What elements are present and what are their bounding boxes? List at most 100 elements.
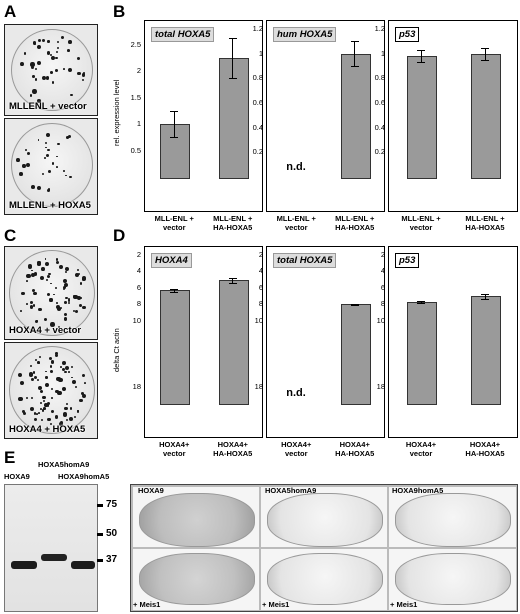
y-tick-label: 10 (376, 315, 385, 325)
colony-dot (62, 368, 66, 372)
colony-dot (55, 354, 59, 358)
colony-dot (40, 419, 43, 422)
colony-dot (44, 262, 49, 267)
colony-dot (37, 45, 41, 50)
y-tick-label: 4 (258, 266, 263, 276)
colony-dot (40, 389, 44, 393)
chart-tag: total HOXA5 (151, 27, 215, 42)
chart-tag: p53 (395, 27, 420, 42)
mw-marker: 50 (106, 528, 118, 539)
colony-dot (68, 301, 71, 304)
error-cap (350, 305, 359, 307)
colony-dot (63, 279, 67, 284)
x-category-label: MLL-ENL + vector (401, 214, 441, 232)
colony-dot (59, 421, 64, 426)
colony-dot (66, 418, 69, 421)
blot-band (41, 554, 67, 561)
dish-empty (395, 553, 511, 605)
error-cap (170, 137, 179, 139)
blot-lane-label: HOXA9homA5 (58, 472, 110, 481)
colony-dot (41, 172, 44, 175)
x-category-label: MLL-ENL + HA-HOXA5 (335, 214, 375, 232)
colony-dot (34, 78, 38, 82)
colony-dot (46, 50, 51, 55)
colony-dot (69, 175, 73, 179)
colony-dot (46, 292, 50, 296)
colony-dot (31, 288, 35, 292)
colony-dot (16, 157, 20, 162)
colony-dot (82, 73, 86, 77)
photo-label: MLLENL + HOXA5 (9, 200, 91, 211)
y-tick-label: 0.8 (252, 73, 263, 83)
colony-dot (80, 392, 84, 395)
colony-dot (33, 271, 38, 276)
colony-dot (50, 322, 55, 327)
y-tick-label: 4 (136, 266, 141, 276)
marker-tick (97, 533, 103, 536)
colony-dot (51, 397, 53, 400)
colony-dot (37, 139, 40, 141)
colony-dot (64, 366, 69, 371)
colony-dot (58, 264, 64, 269)
colony-dot (51, 162, 55, 165)
colony-dot (22, 164, 26, 168)
colony-dot (56, 40, 59, 44)
colony-dot (32, 75, 36, 78)
blot-band (11, 561, 37, 569)
colony-dot (82, 394, 87, 399)
colony-plate-mllenl-hoxa5: MLLENL + HOXA5 (4, 118, 98, 215)
colony-dot (67, 297, 71, 301)
y-tick-label: 0.8 (374, 73, 385, 83)
colony-dot (55, 258, 59, 261)
colony-dot (50, 282, 52, 285)
dish-bottom-label: + Meis1 (133, 600, 161, 609)
colony-dot (57, 143, 60, 146)
colony-dot (47, 188, 51, 191)
colony-dot (43, 318, 47, 322)
chart-p53-d: p53 2 4 6 8 10 18 HOXA4+ vector HOXA4+ HA-HOXA5 (377, 246, 518, 458)
colony-dot (72, 379, 77, 384)
colony-dot (25, 163, 31, 168)
colony-dot (42, 396, 46, 400)
y-tick-label: 6 (380, 282, 385, 292)
colony-dot (62, 412, 67, 417)
colony-dot (37, 362, 40, 364)
dish-empty (267, 553, 383, 605)
colony-dot (33, 412, 37, 415)
y-tick-label: 10 (132, 315, 141, 325)
marker-tick (97, 559, 103, 562)
colony-dot (56, 304, 61, 309)
colony-dot (46, 402, 50, 406)
chart-tag: total HOXA5 (273, 253, 337, 268)
colony-dot (55, 260, 60, 265)
colony-dot (48, 272, 51, 276)
colony-dot (45, 383, 50, 388)
error-cap (170, 110, 179, 112)
colony-dot (63, 301, 67, 305)
x-category-label: MLL-ENL + vector (276, 214, 316, 232)
colony-plate-hoxa4-vector: HOXA4 + vector (4, 246, 98, 340)
colony-dot (27, 264, 32, 269)
colony-plate-mllenl-vector: MLLENL + vector (4, 24, 98, 116)
dish-empty (395, 493, 511, 547)
colony-dot (21, 291, 25, 296)
colony-dot (26, 274, 31, 279)
colony-dot (47, 169, 51, 173)
colony-dot (37, 262, 41, 266)
chart-bar (160, 290, 191, 405)
colony-dot (57, 391, 62, 396)
colony-dot (63, 282, 69, 288)
colony-dot (44, 258, 47, 260)
colony-dot (30, 396, 33, 399)
colony-dot (30, 65, 35, 70)
colony-dot (49, 422, 53, 426)
colony-dot (35, 412, 38, 415)
colony-dot (55, 56, 58, 60)
colony-dot (51, 409, 55, 413)
colony-dot (23, 52, 27, 55)
colony-dot (74, 386, 77, 389)
colony-dot (32, 291, 37, 296)
petri-dish (11, 29, 93, 111)
colony-dot (54, 415, 59, 419)
colony-dot (30, 185, 35, 189)
